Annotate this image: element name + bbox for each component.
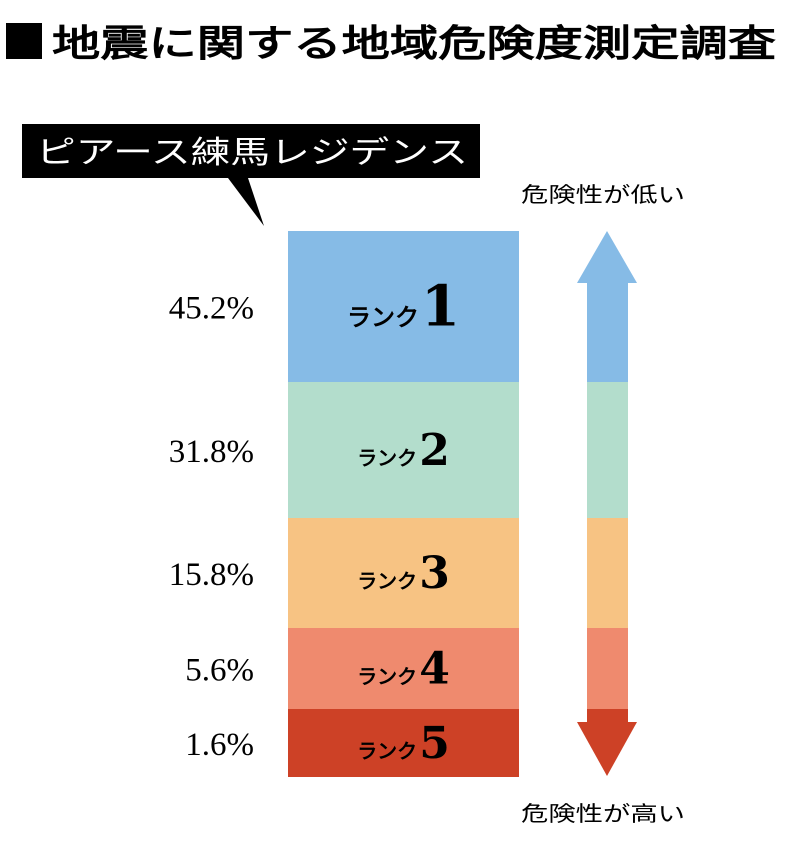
arrow-shaft-rank-5 — [587, 709, 628, 723]
value-label-rank-1: 45.2% — [169, 290, 254, 326]
rank-prefix: ランク — [357, 739, 417, 763]
arrow-shaft-rank-2 — [587, 382, 628, 518]
arrow-shaft-rank-4 — [587, 628, 628, 709]
rank-prefix: ランク — [357, 664, 417, 688]
arrow-head-up — [577, 231, 637, 283]
rank-label-2: ランク2 — [357, 425, 450, 476]
arrow-top-label: 危険性が低い — [521, 183, 685, 207]
bar-segment-rank-5 — [288, 709, 519, 777]
value-label-rank-5: 1.6% — [185, 727, 254, 763]
callout-label: ピアース練馬レジデンス — [36, 135, 468, 171]
value-label-rank-3: 15.8% — [169, 557, 254, 593]
rank-label-5: ランク5 — [357, 718, 450, 769]
rank-prefix: ランク — [357, 569, 417, 593]
title-square-marker — [6, 23, 42, 59]
bar-segment-rank-2 — [288, 382, 519, 518]
stacked-bar — [288, 231, 519, 777]
chart-title: 地震に関する地域危険度測定調査 — [52, 21, 776, 65]
rank-prefix: ランク — [357, 446, 417, 470]
rank-label-3: ランク3 — [357, 548, 450, 599]
callout-box — [22, 124, 480, 226]
arrow-head-down — [577, 722, 637, 776]
risk-direction-arrow — [577, 231, 637, 776]
rank-number: 1 — [421, 274, 460, 340]
title-block: 地震に関する地域危険度測定調査 — [6, 21, 776, 65]
arrow-shaft-rank-3 — [587, 518, 628, 628]
rank-number: 3 — [419, 548, 450, 599]
rank-number: 5 — [419, 718, 450, 769]
rank-label-1: ランク1 — [347, 274, 460, 340]
value-label-rank-2: 31.8% — [169, 434, 254, 470]
value-label-rank-4: 5.6% — [185, 652, 254, 688]
property-callout: ピアース練馬レジデンス — [22, 124, 480, 226]
rank-number: 4 — [419, 643, 450, 694]
value-labels: 45.2% 31.8% 15.8% 5.6% 1.6% — [169, 290, 254, 763]
arrow-shaft-rank-1 — [587, 282, 628, 382]
bar-segment-rank-3 — [288, 518, 519, 628]
arrow-bottom-label: 危険性が高い — [521, 802, 685, 826]
rank-label-4: ランク4 — [357, 643, 450, 694]
bar-segment-rank-4 — [288, 628, 519, 709]
rank-prefix: ランク — [347, 303, 419, 332]
bar-segment-rank-1 — [288, 231, 519, 382]
rank-number: 2 — [419, 425, 450, 476]
